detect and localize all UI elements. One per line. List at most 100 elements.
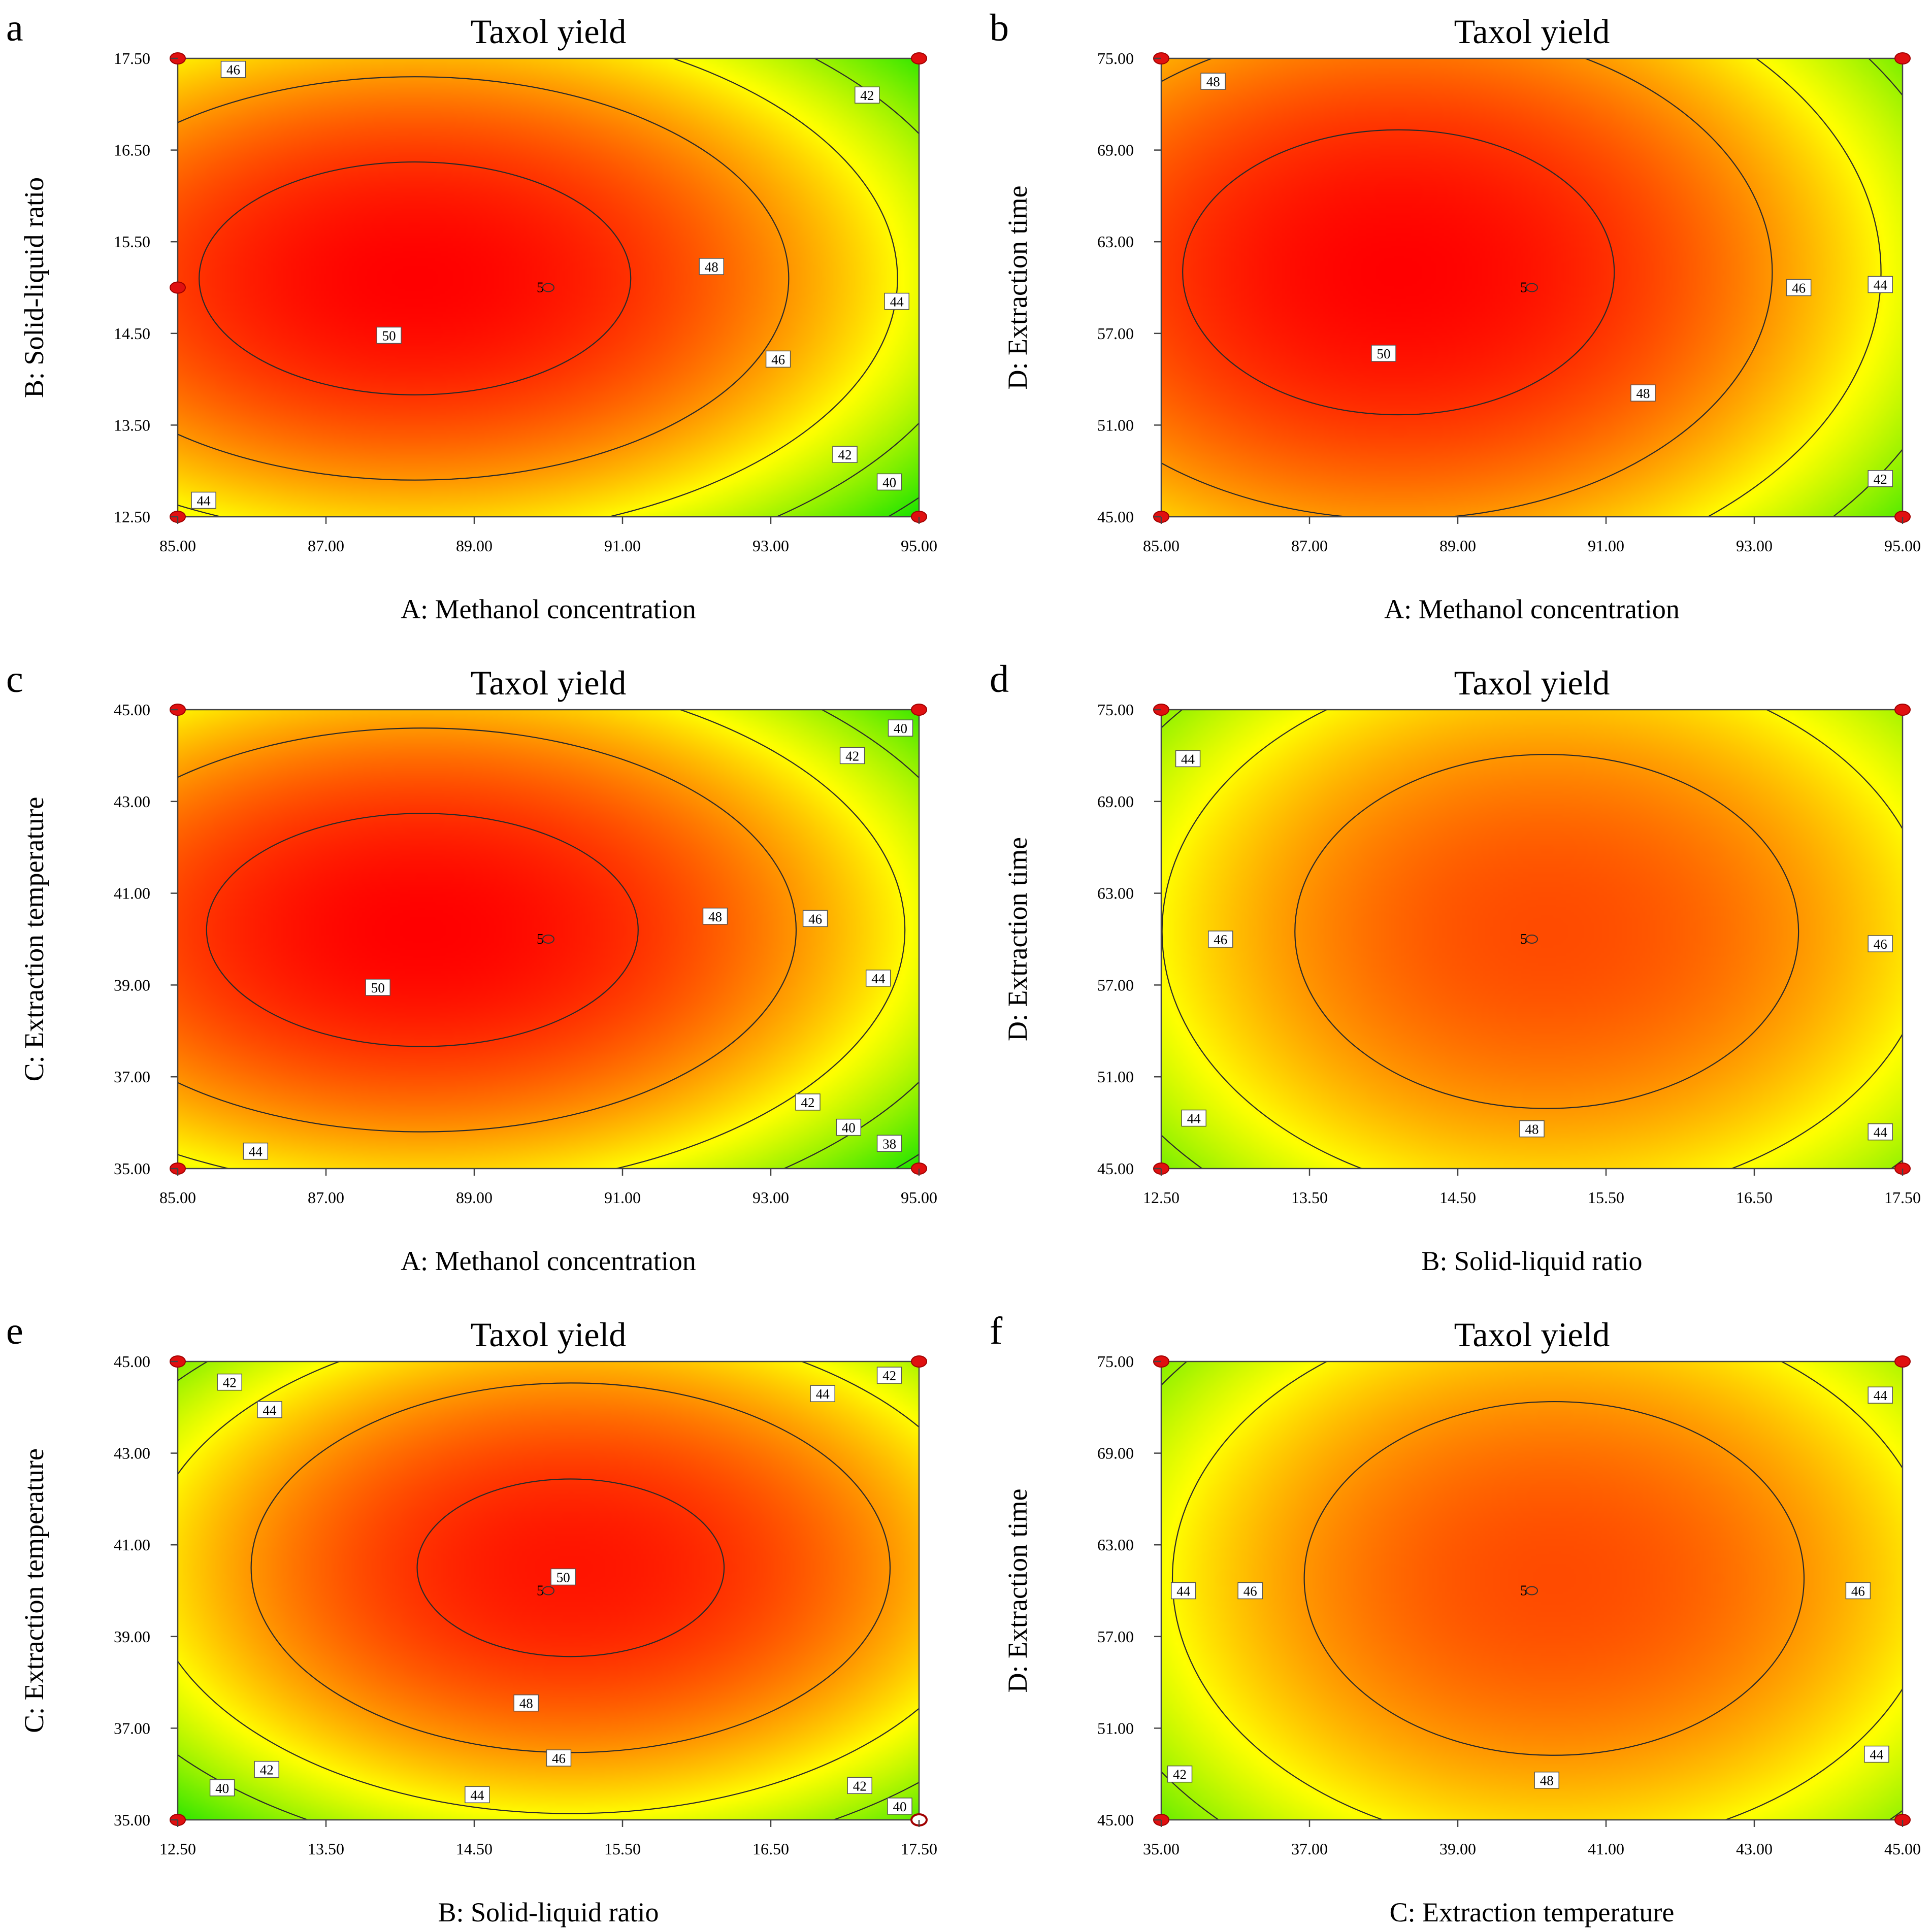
x-axis-label: C: Extraction temperature [1390,1897,1675,1927]
svg-text:50: 50 [1377,346,1391,361]
y-tick-label: 63.00 [1097,232,1134,251]
svg-text:44: 44 [1874,1388,1888,1403]
panel-d: 44 46 46 44 48 44 5 12.50 13.50 14.50 15.50 16.50 17… [990,658,1921,1276]
svg-text:46: 46 [1874,937,1887,952]
svg-text:5: 5 [537,280,544,296]
svg-text:44: 44 [470,1787,484,1803]
y-tick-label: 14.50 [114,324,150,343]
plot-frame [1160,709,1904,1170]
svg-text:42: 42 [1874,472,1887,487]
panel-a: 46 42 48 44 50 46 42 40 44 5 85.00 87.00 89.00 91.00 9… [6,7,937,624]
y-tick-label: 75.00 [1097,1352,1134,1371]
x-tick-label: 16.50 [1736,1188,1773,1207]
svg-text:44: 44 [890,294,904,310]
y-tick-label: 39.00 [114,976,150,994]
contour-label: 38 [876,1135,902,1152]
svg-text:46: 46 [808,911,822,926]
contour-label: 44 [243,1142,269,1160]
svg-text:46: 46 [771,352,785,367]
y-tick-label: 69.00 [1097,792,1134,811]
contour-label: 46 [1786,279,1812,296]
contour-label: 44 [1868,276,1893,293]
y-tick-label: 51.00 [1097,1719,1134,1737]
x-tick-label: 87.00 [1291,537,1328,555]
contour-label: 42 [847,1777,872,1794]
y-tick-label: 57.00 [1097,324,1134,343]
contour-label: 48 [1200,73,1226,90]
contour-line-46 [178,58,898,517]
design-point [911,52,927,64]
contour-lines [178,710,919,1169]
svg-text:42: 42 [845,748,859,763]
contour-label: 42 [832,446,858,463]
contour-label: 40 [887,1798,912,1815]
contour-label: 42 [1868,470,1893,487]
contour-line-46 [1172,1361,1903,1820]
y-tick-label: 45.00 [1097,1159,1134,1178]
y-axis-label: C: Extraction temperature [19,797,49,1082]
y-tick-label: 45.00 [1097,1811,1134,1829]
y-tick-label: 41.00 [114,884,150,903]
contour-label: 42 [795,1093,821,1111]
x-tick-label: 15.50 [1588,1188,1624,1207]
svg-text:42: 42 [838,447,852,462]
panel-letter: c [6,658,23,701]
contour-lines [178,58,919,517]
contour-label: 50 [550,1568,576,1586]
contour-label: 46 [220,60,246,78]
contour-line-48 [178,727,797,1133]
y-tick-label: 43.00 [114,1444,150,1462]
contour-label: 42 [1167,1765,1193,1783]
design-point [911,1355,927,1368]
contour-label: 44 [1868,1386,1893,1404]
contour-label: 44 [1175,750,1201,768]
contour-label: 44 [810,1385,835,1402]
svg-text:40: 40 [215,1781,229,1796]
surface-fill [178,58,919,517]
svg-text:44: 44 [816,1386,830,1402]
contour-line-48 [178,76,790,481]
contour-label: 42 [876,1367,902,1384]
y-tick-label: 16.50 [114,141,150,159]
x-tick-label: 89.00 [456,537,493,555]
svg-text:44: 44 [249,1144,263,1159]
contour-label: 50 [365,979,390,996]
contour-line-50 [1182,129,1615,416]
contour-label: 42 [217,1373,242,1391]
plot-frame [177,1360,920,1821]
contour-line-46 [178,710,905,1169]
plot-frame [1160,1360,1904,1821]
svg-text:5: 5 [537,1583,544,1599]
x-tick-label: 37.00 [1291,1840,1328,1858]
contour-line-48 [1303,1401,1805,1756]
contour-line-48 [1161,58,1773,517]
chart-title: Taxol yield [471,12,627,51]
y-tick-label: 12.50 [114,508,150,526]
y-tick-label: 51.00 [1097,1068,1134,1086]
contour-lines [1161,710,1903,1169]
y-tick-label: 35.00 [114,1811,150,1829]
svg-text:42: 42 [260,1763,274,1778]
surface-fill [178,1361,919,1820]
y-axis-label: D: Extraction time [1002,1489,1033,1693]
y-tick-label: 37.00 [114,1719,150,1737]
svg-text:38: 38 [882,1136,896,1151]
contour-label: 48 [699,258,724,275]
svg-text:50: 50 [382,328,396,343]
x-tick-label: 93.00 [1736,537,1773,555]
svg-text:48: 48 [1540,1773,1554,1788]
y-tick-label: 13.50 [114,416,150,434]
contour-label: 46 [1845,1582,1871,1600]
y-tick-label: 57.00 [1097,976,1134,994]
svg-text:46: 46 [226,62,240,78]
y-tick-label: 45.00 [1097,508,1134,526]
contour-label: 46 [1868,935,1893,952]
contour-label: 42 [839,747,865,764]
svg-text:40: 40 [842,1120,856,1136]
surface-fill [1161,710,1903,1169]
svg-text:50: 50 [556,1570,570,1585]
contour-label: 44 [1868,1123,1893,1141]
y-tick-label: 69.00 [1097,141,1134,159]
svg-text:44: 44 [1874,1125,1888,1140]
contour-label: 44 [191,491,216,509]
